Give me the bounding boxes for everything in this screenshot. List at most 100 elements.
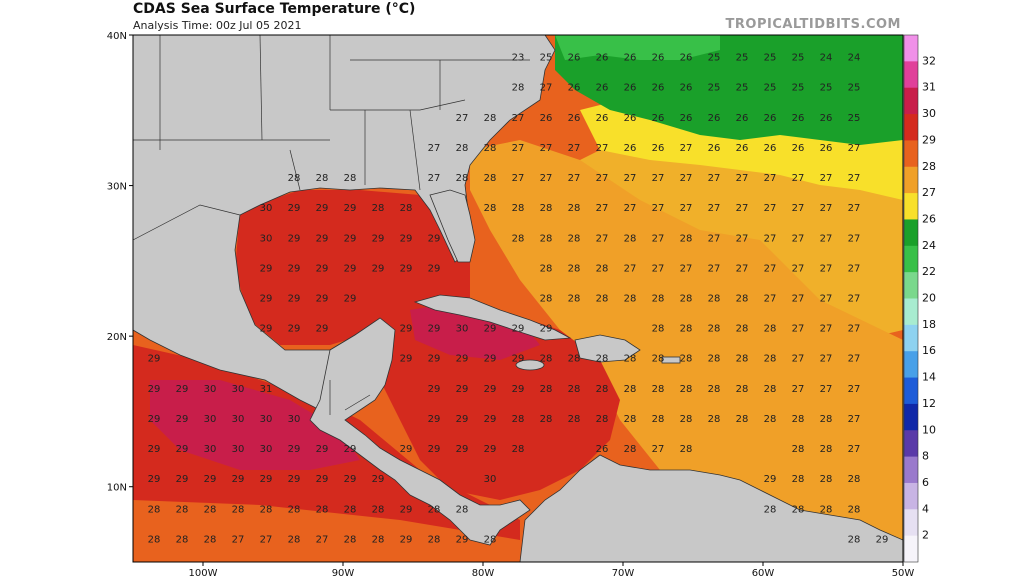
colorbar-label: 30 (922, 107, 936, 120)
sst-value-label: 28 (736, 414, 749, 425)
sst-value-label: 27 (848, 263, 861, 274)
sst-value-label: 29 (400, 444, 413, 455)
sst-value-label: 29 (400, 263, 413, 274)
sst-value-label: 28 (820, 444, 833, 455)
sst-value-label: 25 (764, 53, 777, 64)
sst-value-label: 29 (176, 444, 189, 455)
colorbar-frame (903, 34, 919, 563)
sst-value-label: 29 (428, 354, 441, 365)
map-frame (132, 34, 904, 563)
sst-value-label: 28 (456, 504, 469, 515)
sst-value-label: 26 (568, 53, 581, 64)
sst-value-label: 27 (736, 203, 749, 214)
sst-value-label: 30 (204, 444, 217, 455)
sst-value-label: 27 (848, 294, 861, 305)
colorbar-swatch (904, 272, 918, 299)
sst-value-label: 28 (652, 294, 665, 305)
sst-value-label: 28 (624, 233, 637, 244)
sst-value-label: 29 (512, 324, 525, 335)
sst-value-label: 27 (848, 143, 861, 154)
sst-value-label: 29 (540, 324, 553, 335)
sst-value-label: 29 (428, 384, 441, 395)
sst-value-label: 27 (316, 534, 329, 545)
sst-value-label: 27 (680, 263, 693, 274)
sst-value-label: 29 (428, 324, 441, 335)
sst-value-label: 26 (624, 53, 637, 64)
sst-value-label: 28 (596, 414, 609, 425)
sst-value-label: 25 (736, 83, 749, 94)
sst-value-label: 29 (456, 444, 469, 455)
sst-value-label: 29 (148, 444, 161, 455)
sst-value-label: 30 (260, 414, 273, 425)
sst-value-label: 28 (372, 203, 385, 214)
sst-value-label: 27 (764, 233, 777, 244)
colorbar-label: 27 (922, 186, 936, 199)
sst-value-label: 29 (148, 414, 161, 425)
sst-value-label: 27 (848, 354, 861, 365)
sst-value-label: 26 (764, 143, 777, 154)
sst-value-label: 28 (316, 504, 329, 515)
sst-value-label: 26 (708, 113, 721, 124)
sst-value-label: 29 (764, 474, 777, 485)
sst-value-label: 26 (652, 83, 665, 94)
sst-value-label: 31 (260, 384, 273, 395)
sst-value-label: 28 (848, 474, 861, 485)
sst-value-label: 30 (232, 414, 245, 425)
sst-value-label: 29 (260, 324, 273, 335)
colorbar-label: 8 (922, 450, 929, 463)
sst-value-label: 26 (792, 113, 805, 124)
sst-value-label: 28 (232, 504, 245, 515)
land-florida (429, 189, 476, 263)
sst-value-label: 29 (316, 203, 329, 214)
sst-value-label: 29 (400, 534, 413, 545)
land-cuba (413, 294, 572, 341)
sst-value-label: 28 (820, 504, 833, 515)
sst-value-label: 28 (288, 534, 301, 545)
sst-value-label: 29 (316, 263, 329, 274)
lon-tick-label: 100W (189, 568, 218, 576)
sst-value-label: 29 (316, 474, 329, 485)
sst-value-label: 27 (764, 294, 777, 305)
colorbar-swatch (904, 324, 918, 352)
sst-value-label: 28 (176, 504, 189, 515)
sst-value-label: 28 (456, 173, 469, 184)
sst-value-label: 25 (708, 53, 721, 64)
sst-value-label: 28 (568, 233, 581, 244)
sst-value-label: 29 (344, 294, 357, 305)
sst-value-label: 27 (708, 233, 721, 244)
sst-value-label: 27 (680, 173, 693, 184)
lat-tick-label: 20N (107, 332, 127, 343)
sst-value-label: 27 (848, 173, 861, 184)
sst-value-label: 26 (596, 83, 609, 94)
sst-value-label: 27 (540, 143, 553, 154)
colorbar-swatch (904, 87, 918, 115)
sst-value-label: 29 (288, 233, 301, 244)
sst-value-label: 28 (568, 414, 581, 425)
sst-value-label: 27 (792, 263, 805, 274)
sst-value-label: 27 (792, 354, 805, 365)
sst-value-label: 29 (484, 444, 497, 455)
land-hispaniola (574, 334, 641, 363)
sst-value-label: 28 (848, 504, 861, 515)
sst-value-label: 29 (148, 474, 161, 485)
sst-value-label: 29 (484, 414, 497, 425)
sst-29-region-gulf (235, 190, 470, 345)
colorbar-label: 24 (922, 239, 936, 252)
sst-value-label: 30 (456, 324, 469, 335)
sst-value-label: 27 (848, 203, 861, 214)
sst-value-label: 27 (568, 143, 581, 154)
sst-value-label: 29 (428, 233, 441, 244)
sst-value-label: 27 (512, 143, 525, 154)
sst-value-label: 30 (232, 444, 245, 455)
sst-value-label: 27 (792, 324, 805, 335)
colorbar-label: 32 (922, 54, 936, 67)
sst-value-label: 27 (708, 203, 721, 214)
sst-value-label: 29 (316, 233, 329, 244)
sst-value-label: 28 (568, 263, 581, 274)
sst-value-label: 28 (764, 414, 777, 425)
colorbar-swatch (904, 351, 918, 379)
sst-value-label: 30 (260, 233, 273, 244)
sst-value-label: 29 (316, 444, 329, 455)
colorbar-swatch (904, 219, 918, 247)
